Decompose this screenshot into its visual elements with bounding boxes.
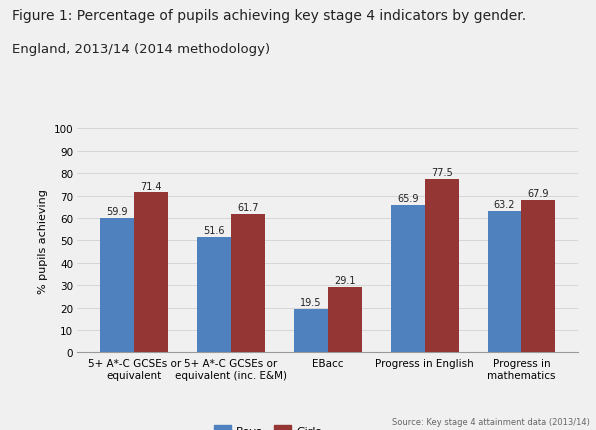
Bar (391, 205, 424, 353)
Bar (488, 211, 522, 353)
Text: 19.5: 19.5 (300, 297, 322, 307)
Bar (424, 179, 458, 353)
Text: England, 2013/14 (2014 methodology): England, 2013/14 (2014 methodology) (12, 43, 270, 56)
Text: Figure 1: Percentage of pupils achieving key stage 4 indicators by gender.: Figure 1: Percentage of pupils achieving… (12, 9, 526, 22)
Bar (328, 288, 362, 353)
Bar (294, 309, 328, 353)
Text: 65.9: 65.9 (397, 194, 418, 203)
Text: 61.7: 61.7 (237, 203, 259, 213)
Bar (197, 237, 231, 353)
Bar (231, 215, 265, 353)
Text: 51.6: 51.6 (203, 225, 225, 236)
Text: Source: Key stage 4 attainment data (2013/14): Source: Key stage 4 attainment data (201… (392, 417, 590, 426)
Text: 29.1: 29.1 (334, 276, 355, 286)
Text: 59.9: 59.9 (107, 207, 128, 217)
Bar (134, 193, 168, 353)
Y-axis label: % pupils achieving: % pupils achieving (38, 188, 48, 293)
Bar (522, 201, 555, 353)
Text: 77.5: 77.5 (431, 168, 452, 178)
Text: 71.4: 71.4 (140, 181, 162, 191)
Bar (100, 219, 134, 353)
Legend: Boys, Girls: Boys, Girls (214, 425, 321, 430)
Text: 67.9: 67.9 (527, 189, 549, 199)
Text: 63.2: 63.2 (493, 200, 516, 209)
